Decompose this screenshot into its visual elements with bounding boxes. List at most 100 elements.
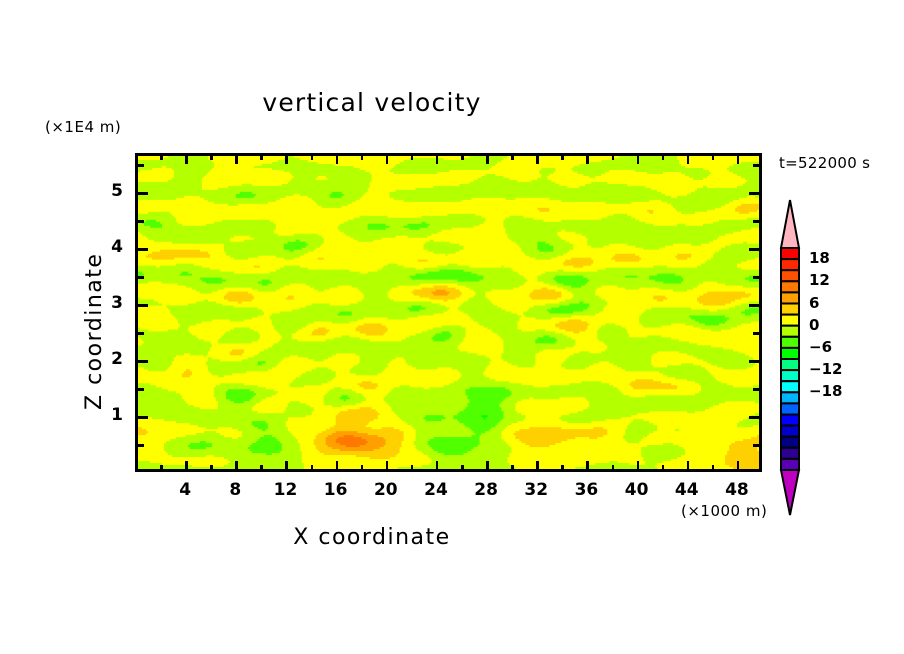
- contour-plot-area: [135, 153, 762, 472]
- x-minor-tick: [360, 465, 364, 470]
- y-minor-tick: [137, 444, 144, 447]
- x-tick-label: 24: [424, 480, 448, 500]
- y-right-tick: [753, 220, 760, 223]
- x-top-tick: [711, 155, 715, 160]
- x-tick-label: 44: [674, 480, 699, 500]
- x-minor-tick: [160, 465, 163, 470]
- y-right-tick: [753, 332, 760, 335]
- y-major-tick: [137, 304, 148, 307]
- x-top-tick: [511, 155, 514, 160]
- x-tick-label: 16: [323, 480, 348, 500]
- x-axis-title: X coordinate: [293, 525, 451, 550]
- x-major-tick: [335, 461, 339, 470]
- colorbar-swatches: [779, 199, 801, 516]
- x-major-tick: [686, 461, 690, 470]
- x-top-tick: [486, 155, 489, 164]
- y-tick-label: 2: [111, 349, 123, 370]
- x-minor-tick: [711, 465, 715, 470]
- y-right-tick: [749, 416, 760, 419]
- x-top-tick: [310, 155, 314, 160]
- colorbar-tick-label: 0: [809, 315, 820, 334]
- x-tick-label: 4: [179, 480, 192, 500]
- time-stamp-label: t=522000 s: [779, 154, 871, 172]
- x-top-tick: [561, 155, 564, 160]
- y-minor-tick: [137, 220, 144, 223]
- x-tick-label: 48: [725, 480, 749, 500]
- x-major-tick: [536, 461, 539, 470]
- x-minor-tick: [561, 465, 564, 470]
- y-right-tick: [749, 248, 760, 251]
- y-tick-label: 1: [111, 405, 123, 426]
- x-top-tick: [160, 155, 163, 160]
- y-tick-label: 4: [111, 237, 123, 258]
- y-right-tick: [749, 360, 760, 363]
- y-right-tick: [749, 192, 760, 195]
- contour-field: [138, 156, 759, 469]
- x-top-tick: [335, 155, 339, 164]
- colorbar-tick-label: 12: [809, 271, 830, 290]
- x-tick-label: 40: [624, 480, 649, 500]
- x-top-tick: [661, 155, 665, 160]
- x-minor-tick: [260, 465, 263, 470]
- y-tick-label: 5: [111, 181, 123, 202]
- colorbar: [778, 199, 802, 519]
- y-major-tick: [137, 248, 148, 251]
- y-right-tick: [753, 276, 760, 279]
- colorbar-tick-label: −12: [809, 360, 843, 379]
- x-minor-tick: [611, 465, 615, 470]
- x-minor-tick: [210, 465, 213, 470]
- x-minor-tick: [511, 465, 514, 470]
- x-major-tick: [636, 461, 640, 470]
- x-top-tick: [435, 155, 439, 164]
- y-major-tick: [137, 360, 148, 363]
- y-right-tick: [749, 304, 760, 307]
- y-minor-tick: [137, 388, 144, 391]
- x-major-tick: [235, 461, 238, 470]
- x-top-tick: [536, 155, 539, 164]
- x-minor-tick: [310, 465, 314, 470]
- colorbar-tick-label: −18: [809, 382, 843, 401]
- x-top-tick: [461, 155, 464, 160]
- colorbar-tick-label: −6: [809, 337, 833, 356]
- x-top-tick: [385, 155, 389, 164]
- y-axis-unit-label: (×1E4 m): [45, 118, 122, 136]
- x-top-tick: [185, 155, 188, 164]
- y-major-tick: [137, 416, 148, 419]
- y-minor-tick: [137, 276, 144, 279]
- x-top-tick: [410, 155, 414, 160]
- x-minor-tick: [410, 465, 414, 470]
- x-top-tick: [611, 155, 615, 160]
- y-right-tick: [753, 164, 760, 167]
- x-top-tick: [586, 155, 589, 164]
- colorbar-tick-label: 6: [809, 293, 820, 312]
- x-major-tick: [486, 461, 489, 470]
- x-tick-label: 20: [373, 480, 398, 500]
- x-major-tick: [736, 461, 740, 470]
- x-major-tick: [435, 461, 439, 470]
- y-right-tick: [753, 388, 760, 391]
- x-tick-label: 36: [574, 480, 599, 500]
- y-tick-label: 3: [111, 293, 123, 314]
- x-major-tick: [385, 461, 389, 470]
- x-axis-unit-label: (×1000 m): [681, 502, 768, 520]
- x-tick-label: 12: [273, 480, 298, 500]
- y-minor-tick: [137, 164, 144, 167]
- x-top-tick: [235, 155, 238, 164]
- x-top-tick: [636, 155, 640, 164]
- x-tick-label: 32: [524, 480, 549, 500]
- x-tick-label: 8: [229, 480, 242, 500]
- x-tick-label: 28: [474, 480, 498, 500]
- x-major-tick: [586, 461, 589, 470]
- x-minor-tick: [461, 465, 464, 470]
- x-top-tick: [686, 155, 690, 164]
- colorbar-tick-label: 18: [809, 249, 830, 268]
- x-top-tick: [285, 155, 288, 164]
- x-minor-tick: [661, 465, 665, 470]
- x-top-tick: [210, 155, 213, 160]
- y-right-tick: [753, 444, 760, 447]
- x-top-tick: [736, 155, 740, 164]
- chart-title: vertical velocity: [262, 88, 482, 117]
